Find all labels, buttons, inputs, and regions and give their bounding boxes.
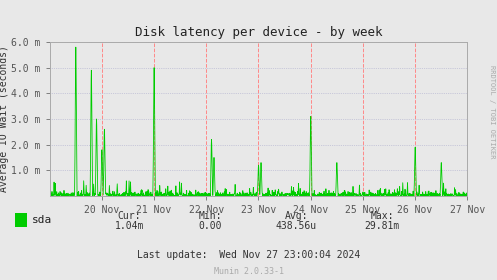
Text: Min:: Min: (199, 211, 222, 221)
Text: 29.81m: 29.81m (364, 221, 400, 231)
Text: Max:: Max: (370, 211, 394, 221)
Text: 0.00: 0.00 (199, 221, 222, 231)
Text: RRDTOOL / TOBI OETIKER: RRDTOOL / TOBI OETIKER (489, 65, 495, 159)
Text: Avg:: Avg: (284, 211, 308, 221)
Text: Munin 2.0.33-1: Munin 2.0.33-1 (214, 267, 283, 276)
Text: Last update:  Wed Nov 27 23:00:04 2024: Last update: Wed Nov 27 23:00:04 2024 (137, 249, 360, 260)
Text: 438.56u: 438.56u (276, 221, 317, 231)
FancyBboxPatch shape (15, 213, 27, 227)
Text: Cur:: Cur: (117, 211, 141, 221)
Title: Disk latency per device - by week: Disk latency per device - by week (135, 26, 382, 39)
Text: sda: sda (31, 215, 52, 225)
Text: 1.04m: 1.04m (114, 221, 144, 231)
Y-axis label: Average IO Wait (seconds): Average IO Wait (seconds) (0, 46, 8, 192)
